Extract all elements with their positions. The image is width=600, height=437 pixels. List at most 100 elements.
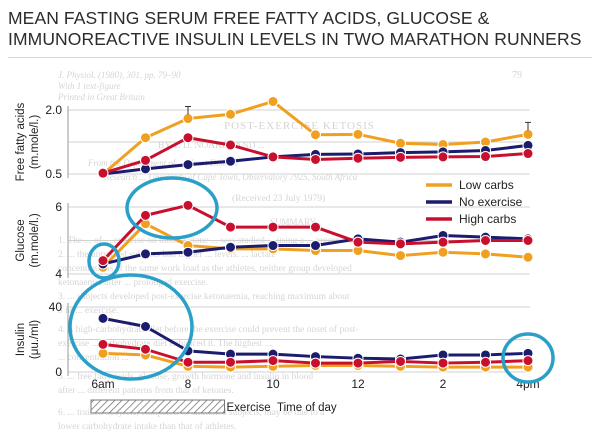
paper-line-6: 3 hr ... exercise. [58,306,118,316]
data-point-ffa-high-carbs-6 [352,152,364,164]
data-point-ffa-low-carbs-6 [352,128,364,140]
paper-article-title: POST-EXERCISE KETOSIS [224,120,375,132]
data-point-glucose-high-carbs-8 [437,236,449,248]
paper-affiliation-2: Research ... University of Cape Town, Ob… [103,172,358,182]
y-axis-label-glucose-1: Glucose [15,219,27,261]
y-axis-label-glucose-2: (m.mole/l.) [29,213,41,267]
data-point-glucose-high-carbs-9 [480,235,491,246]
panel-insulin: 0 40 Insulin (μu./ml) [15,300,534,379]
data-point-glucose-high-carbs-2 [182,199,194,211]
data-point-glucose-no-exercise-1 [140,248,151,260]
y-tick-label-ffa-min: 0.5 [45,167,62,181]
paper-page-number: 79 [512,70,522,81]
legend-label-high-carbs: High carbs [459,212,516,226]
data-point-ffa-no-exercise-3 [225,155,236,167]
data-point-glucose-low-carbs-8 [437,246,449,258]
y-tick-label-insulin-max: 40 [49,300,63,314]
paper-line-11: after ... different patterns from that o… [58,385,234,396]
data-point-glucose-high-carbs-0 [97,255,109,267]
data-point-glucose-low-carbs-10 [522,251,534,263]
data-point-ffa-high-carbs-8 [437,151,449,163]
paper-line-8: exercise ... carbohydrate diet enhanced … [58,339,272,349]
legend: Low carbs No exercise High carbs [426,178,523,226]
y-tick-label-glucose-min: 4 [55,267,62,281]
data-point-insulin-high-carbs-0 [97,338,109,350]
y-axis-label-insulin-2: (μu./ml) [29,320,41,359]
data-point-glucose-low-carbs-7 [395,250,406,262]
x-tick-label-8: 8 [185,377,192,391]
highlight-ellipse-1 [125,176,219,240]
paper-received: (Received 23 July 1979) [232,193,325,204]
paper-header-left-1: J. Physiol. (1980), 301, pp. 79–90 [58,70,181,80]
data-point-insulin-high-carbs-7 [395,355,406,367]
x-axis-label: Time of day [277,402,337,414]
data-point-insulin-no-exercise-1 [140,321,151,332]
data-point-ffa-high-carbs-2 [182,132,194,144]
data-point-insulin-high-carbs-3 [225,356,236,368]
data-point-insulin-high-carbs-1 [140,343,151,355]
paper-line-10: 5. ... free fatty acids, glucose, growth… [58,371,313,382]
data-point-glucose-high-carbs-10 [522,235,534,246]
paper-line-5: 3. ... subjects developed post-exercise … [58,292,350,302]
y-axis-label-insulin-1: Insulin [15,323,27,356]
paper-affiliation-1: From the Department of ... Heart Disease [87,158,238,168]
data-point-ffa-high-carbs-9 [480,151,491,163]
data-point-ffa-high-carbs-1 [140,154,151,166]
legend-label-low-carbs: Low carbs [459,178,514,192]
data-point-glucose-no-exercise-3 [225,241,236,253]
error-bar-0 [185,106,191,115]
data-point-glucose-low-carbs-9 [480,248,491,260]
data-point-ffa-high-carbs-3 [225,139,236,151]
data-point-ffa-low-carbs-5 [310,129,321,141]
chart-canvas: J. Physiol. (1980), 301, pp. 79–90 With … [15,70,555,432]
paper-line-2: 2. ... the untrained subjects had higher… [58,250,276,260]
data-point-glucose-high-carbs-5 [310,221,321,233]
x-tick-label-6am: 6am [91,377,114,391]
paper-authors: BY T. D. NOAKES AND ... [158,141,265,151]
exercise-bar [90,399,225,414]
highlight-ellipse-2 [68,273,194,381]
data-point-insulin-high-carbs-9 [480,356,491,368]
paper-line-9: ... concentration ... [58,353,129,363]
data-point-glucose-high-carbs-1 [140,209,151,221]
data-point-insulin-high-carbs-4 [267,355,279,367]
paper-header-left-2: With 1 text-figure [58,81,121,91]
data-point-ffa-no-exercise-2 [182,159,194,171]
data-point-ffa-low-carbs-7 [395,137,406,149]
x-tick-label-10: 10 [266,377,280,391]
data-point-ffa-low-carbs-1 [140,132,151,144]
data-point-glucose-no-exercise-4 [267,240,279,252]
data-point-glucose-high-carbs-7 [395,238,406,250]
legend-label-no-exercise: No exercise [459,195,523,209]
slide-title-line-2: IMMUNOREACTIVE INSULIN LEVELS IN TWO MAR… [8,29,582,49]
x-tick-label-2: 2 [440,377,447,391]
data-point-ffa-low-carbs-10 [522,128,534,140]
data-point-ffa-high-carbs-5 [310,153,321,165]
data-point-insulin-high-carbs-6 [352,357,364,369]
exercise-label: Exercise [227,402,271,414]
highlight-annotations [68,176,555,384]
data-point-insulin-high-carbs-10 [522,355,534,367]
data-point-ffa-low-carbs-2 [182,113,194,125]
data-point-ffa-low-carbs-3 [225,108,236,120]
x-tick-label-12: 12 [351,377,365,391]
paper-line-7: 4. A high-carbohydrate diet before the e… [58,324,358,335]
error-bar-1 [525,121,531,131]
data-point-glucose-high-carbs-3 [225,221,236,233]
highlight-ellipse-0 [87,242,121,280]
data-point-glucose-high-carbs-4 [267,221,279,233]
data-point-ffa-low-carbs-4 [267,95,279,107]
data-point-ffa-high-carbs-4 [267,151,279,163]
y-tick-label-insulin-min: 0 [55,365,62,379]
data-point-glucose-no-exercise-2 [182,246,194,258]
data-point-insulin-high-carbs-8 [437,357,449,369]
figure-area: J. Physiol. (1980), 301, pp. 79–90 With … [0,62,600,437]
y-axis-label-ffa-1: Free fatty acids [15,102,27,181]
paper-line-4: ketonaemia after ... prolonged exercise. [58,277,208,288]
panel-ffa: 0.5 2.0 Free fatty acids (m.mole/l.) [15,95,534,181]
slide-title-line-1: MEAN FASTING SERUM FREE FATTY ACIDS, GLU… [8,8,490,28]
data-point-glucose-high-carbs-6 [352,236,364,248]
data-point-glucose-no-exercise-5 [310,240,321,252]
slide-title: MEAN FASTING SERUM FREE FATTY ACIDS, GLU… [8,8,598,50]
